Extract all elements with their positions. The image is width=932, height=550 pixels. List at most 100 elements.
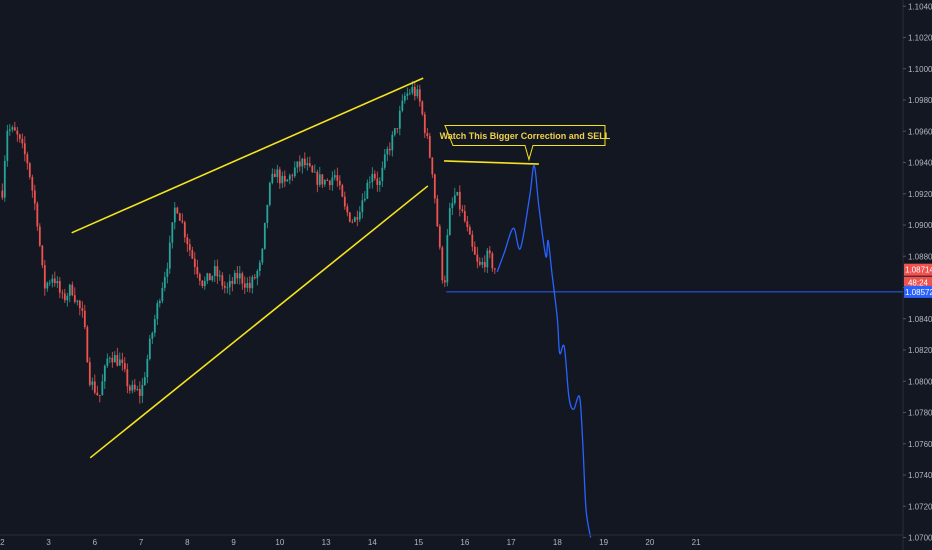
candle-up	[318, 174, 321, 185]
projection-layer	[496, 164, 592, 538]
candle-up	[361, 200, 364, 213]
candle-up	[263, 222, 266, 249]
support-price-label: 1.08572	[905, 288, 932, 297]
candle-up	[8, 129, 11, 131]
time-tick-label: 8	[185, 538, 190, 547]
price-tick-label: 1.08800	[908, 252, 932, 261]
candle-up	[146, 359, 149, 378]
candle-up	[323, 180, 326, 185]
price-tick-label: 1.10000	[908, 65, 932, 74]
candle-down	[58, 281, 61, 293]
candle-up	[166, 268, 169, 277]
candle-up	[226, 287, 229, 289]
candle-down	[373, 173, 376, 179]
candle-down	[26, 154, 29, 164]
candle-down	[413, 86, 416, 97]
candle-down	[116, 355, 119, 366]
candle-down	[73, 295, 76, 302]
candle-down	[138, 389, 141, 396]
candle-up	[173, 207, 176, 223]
price-tick-label: 1.07600	[908, 440, 932, 449]
candle-down	[78, 300, 81, 309]
candle-up	[46, 282, 49, 289]
candle-down	[36, 203, 39, 227]
candle-up	[261, 248, 264, 263]
candle-down	[186, 237, 189, 245]
candle-up	[136, 389, 139, 390]
candle-down	[86, 327, 89, 363]
time-tick-label: 20	[645, 538, 654, 547]
candle-up	[76, 300, 79, 302]
candle-up	[453, 195, 456, 204]
candle-up	[131, 384, 134, 391]
candle-down	[193, 258, 196, 268]
candle-up	[268, 182, 271, 205]
price-axis[interactable]: 1.10400 1.10200 1.10000 1.09800 1.09600 1.094…	[903, 2, 932, 543]
candle-up	[406, 93, 409, 96]
candle-up	[66, 295, 69, 301]
candle-up	[258, 262, 261, 271]
candle-up	[266, 204, 269, 223]
candle-up	[11, 127, 14, 130]
countdown-badge	[904, 276, 932, 289]
candle-down	[298, 161, 301, 167]
candle-down	[231, 280, 234, 284]
candle-up	[363, 198, 366, 201]
candle-up	[366, 182, 369, 199]
candle-down	[351, 221, 354, 223]
candle-up	[358, 212, 361, 220]
time-tick-label: 16	[460, 538, 469, 547]
time-tick-label: 14	[368, 538, 377, 547]
candle-up	[161, 287, 164, 301]
candle-up	[391, 134, 394, 151]
candle-up	[246, 282, 249, 288]
time-tick-label: 6	[93, 538, 98, 547]
candle-up	[398, 110, 401, 129]
time-tick-label: 9	[231, 538, 236, 547]
candle-down	[443, 280, 446, 283]
candle-down	[356, 217, 359, 220]
candle-down	[63, 293, 66, 301]
candle-up	[48, 282, 51, 284]
candle-up	[393, 128, 396, 135]
countdown-label: 48:24	[908, 279, 929, 288]
price-tick-label: 1.07000	[908, 534, 932, 543]
candle-down	[468, 226, 471, 235]
candle-up	[383, 154, 386, 168]
time-axis[interactable]: 2 3 6 7 8 9 10 13 14 15 16 17 18 19 20 21	[0, 534, 903, 547]
candle-up	[151, 332, 154, 339]
price-tick-label: 1.09000	[908, 221, 932, 230]
candle-down	[316, 171, 319, 185]
candle-up	[411, 86, 414, 93]
candle-down	[243, 283, 246, 288]
candle-down	[423, 114, 426, 134]
price-tick-label: 1.07200	[908, 502, 932, 511]
candle-up	[238, 273, 241, 279]
candle-up	[233, 272, 236, 284]
candle-up	[281, 175, 284, 184]
candle-down	[471, 234, 474, 247]
candle-down	[273, 173, 276, 178]
candle-down	[41, 245, 44, 266]
candle-up	[448, 208, 451, 235]
price-tick-label: 1.09800	[908, 96, 932, 105]
candle-down	[248, 282, 251, 289]
candle-up	[293, 167, 296, 177]
candle-down	[308, 163, 311, 167]
annotation-layer: Watch This Bigger Correction and SELL	[440, 125, 611, 162]
candle-up	[371, 173, 374, 183]
candle-up	[481, 262, 484, 265]
candle-down	[38, 226, 41, 246]
candle-up	[381, 167, 384, 182]
candle-up	[101, 381, 104, 396]
candle-down	[16, 130, 19, 135]
candle-down	[88, 362, 91, 385]
candle-up	[103, 365, 106, 382]
candle-up	[228, 280, 231, 288]
candle-down	[328, 180, 331, 186]
candle-up	[163, 276, 166, 288]
candle-up	[148, 338, 151, 360]
candle-up	[306, 163, 309, 165]
